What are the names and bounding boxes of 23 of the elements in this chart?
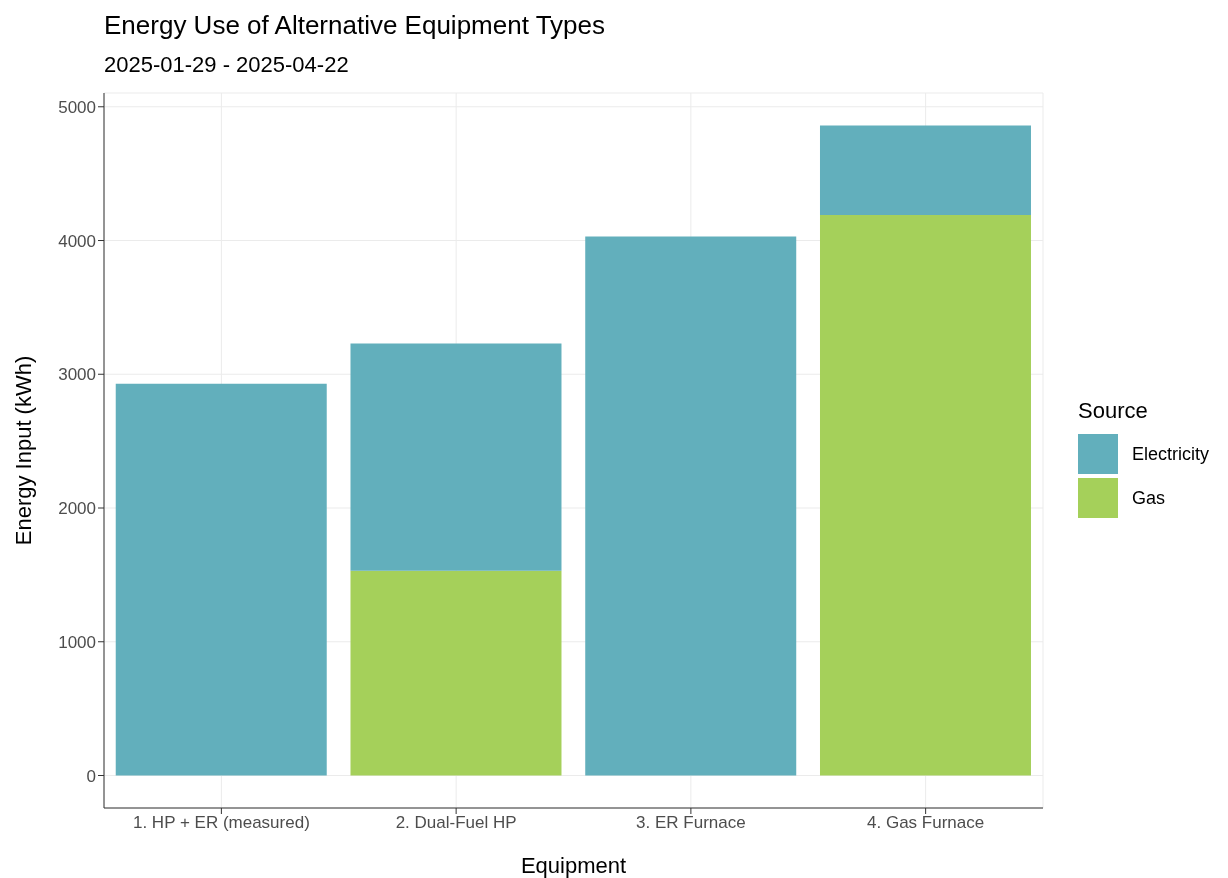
x-tick-label: 4. Gas Furnace [867, 813, 985, 833]
bar [350, 570, 562, 776]
bar [819, 215, 1031, 776]
y-tick-label: 5000 [58, 97, 96, 117]
x-axis-title: Equipment [520, 853, 627, 878]
chart-title: Energy Use of Alternative Equipment Types [104, 10, 606, 41]
bar [115, 383, 327, 776]
bar [350, 343, 562, 571]
x-tick-label: 1. HP + ER (measured) [132, 813, 310, 833]
y-tick-label: 2000 [58, 499, 96, 519]
legend-label: Gas [1132, 487, 1166, 509]
y-axis-title: Energy Input (kWh) [10, 355, 36, 546]
chart-subtitle: 2025-01-29 - 2025-04-22 [104, 52, 349, 78]
y-tick-label: 0 [86, 766, 96, 786]
bar [585, 236, 797, 776]
bar [819, 125, 1031, 216]
y-tick-label: 1000 [58, 632, 96, 652]
x-tick-label: 3. ER Furnace [636, 813, 746, 833]
x-tick-label: 2. Dual-Fuel HP [395, 813, 517, 833]
y-tick-label: 3000 [58, 365, 96, 385]
legend-label: Electricity [1132, 443, 1210, 465]
y-tick-label: 4000 [58, 231, 96, 251]
legend-title: Source [1078, 398, 1149, 424]
